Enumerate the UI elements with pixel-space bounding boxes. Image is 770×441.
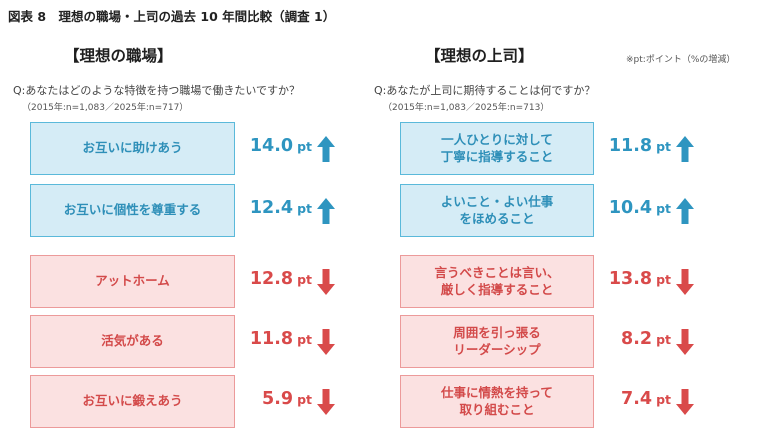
boss-item-box: 一人ひとりに対して 丁寧に指導すること bbox=[400, 122, 594, 175]
boss-value-number: 13.8 bbox=[608, 269, 653, 289]
boss-item-label: よいこと・よい仕事 をほめること bbox=[440, 193, 554, 226]
workplace-item-label: アットホーム bbox=[95, 273, 170, 289]
workplace-value-number: 5.9 bbox=[262, 389, 294, 409]
workplace-item-box: お互いに個性を尊重する bbox=[30, 184, 235, 237]
boss-value-unit: pt bbox=[656, 392, 671, 407]
boss-value-unit: pt bbox=[656, 272, 671, 287]
arrow-down-icon bbox=[675, 388, 695, 420]
boss-value-number: 11.8 bbox=[608, 136, 653, 156]
workplace-item-box: お互いに助けあう bbox=[30, 122, 235, 175]
workplace-item-value: 14.0 pt bbox=[250, 136, 312, 156]
boss-item-value: 8.2 pt bbox=[621, 329, 671, 349]
panel-title-workplace: 【理想の職場】 bbox=[64, 47, 173, 65]
workplace-item-label: お互いに個性を尊重する bbox=[63, 202, 202, 218]
boss-value-number: 7.4 bbox=[621, 389, 653, 409]
workplace-value-unit: pt bbox=[297, 272, 312, 287]
boss-item-label: 一人ひとりに対して 丁寧に指導すること bbox=[440, 131, 554, 164]
boss-item-value: 10.4 pt bbox=[609, 198, 671, 218]
boss-value-unit: pt bbox=[656, 139, 671, 154]
boss-value-unit: pt bbox=[656, 332, 671, 347]
boss-item-value: 11.8 pt bbox=[609, 136, 671, 156]
unit-note: ※pt:ポイント（%の増減） bbox=[626, 55, 736, 65]
workplace-value-number: 12.8 bbox=[249, 269, 294, 289]
figure-title: 図表 8 理想の職場・上司の過去 10 年間比較（調査 1） bbox=[8, 9, 336, 24]
workplace-item-box: お互いに鍛えあう bbox=[30, 375, 235, 428]
arrow-up-icon bbox=[675, 135, 695, 167]
workplace-value-unit: pt bbox=[297, 201, 312, 216]
boss-item-value: 13.8 pt bbox=[609, 269, 671, 289]
arrow-up-icon bbox=[675, 197, 695, 229]
workplace-value-unit: pt bbox=[297, 392, 312, 407]
workplace-item-value: 12.4 pt bbox=[250, 198, 312, 218]
boss-item-box: 周囲を引っ張る リーダーシップ bbox=[400, 315, 594, 368]
boss-item-label: 言うべきことは言い、 厳しく指導すること bbox=[434, 264, 560, 297]
arrow-down-icon bbox=[675, 268, 695, 300]
workplace-value-number: 14.0 bbox=[249, 136, 294, 156]
sample-size-boss: （2015年:n=1,083／2025年:n=713） bbox=[383, 103, 550, 113]
arrow-down-icon bbox=[316, 328, 336, 360]
boss-item-value: 7.4 pt bbox=[621, 389, 671, 409]
workplace-value-unit: pt bbox=[297, 332, 312, 347]
question-workplace: Q:あなたはどのような特徴を持つ職場で働きたいですか？ bbox=[13, 84, 301, 97]
boss-value-number: 10.4 bbox=[608, 198, 653, 218]
boss-value-number: 8.2 bbox=[621, 329, 653, 349]
boss-item-box: 仕事に情熱を持って 取り組むこと bbox=[400, 375, 594, 428]
boss-value-unit: pt bbox=[656, 201, 671, 216]
workplace-value-unit: pt bbox=[297, 139, 312, 154]
boss-item-box: 言うべきことは言い、 厳しく指導すること bbox=[400, 255, 594, 308]
boss-item-label: 仕事に情熱を持って 取り組むこと bbox=[441, 384, 553, 417]
workplace-value-number: 11.8 bbox=[249, 329, 294, 349]
workplace-item-value: 12.8 pt bbox=[250, 269, 312, 289]
boss-item-label: 周囲を引っ張る リーダーシップ bbox=[453, 324, 541, 357]
workplace-item-label: お互いに助けあう bbox=[82, 140, 183, 156]
arrow-down-icon bbox=[316, 268, 336, 300]
arrow-up-icon bbox=[316, 197, 336, 229]
workplace-item-box: アットホーム bbox=[30, 255, 235, 308]
question-boss: Q:あなたが上司に期待することは何ですか？ bbox=[374, 84, 596, 97]
workplace-item-value: 5.9 pt bbox=[262, 389, 312, 409]
workplace-item-box: 活気がある bbox=[30, 315, 235, 368]
sample-size-workplace: （2015年:n=1,083／2025年:n=717） bbox=[22, 103, 189, 113]
panel-title-boss: 【理想の上司】 bbox=[425, 47, 534, 65]
workplace-value-number: 12.4 bbox=[249, 198, 294, 218]
workplace-item-label: お互いに鍛えあう bbox=[82, 393, 183, 409]
arrow-up-icon bbox=[316, 135, 336, 167]
arrow-down-icon bbox=[675, 328, 695, 360]
workplace-item-label: 活気がある bbox=[101, 333, 164, 349]
boss-item-box: よいこと・よい仕事 をほめること bbox=[400, 184, 594, 237]
arrow-down-icon bbox=[316, 388, 336, 420]
workplace-item-value: 11.8 pt bbox=[250, 329, 312, 349]
